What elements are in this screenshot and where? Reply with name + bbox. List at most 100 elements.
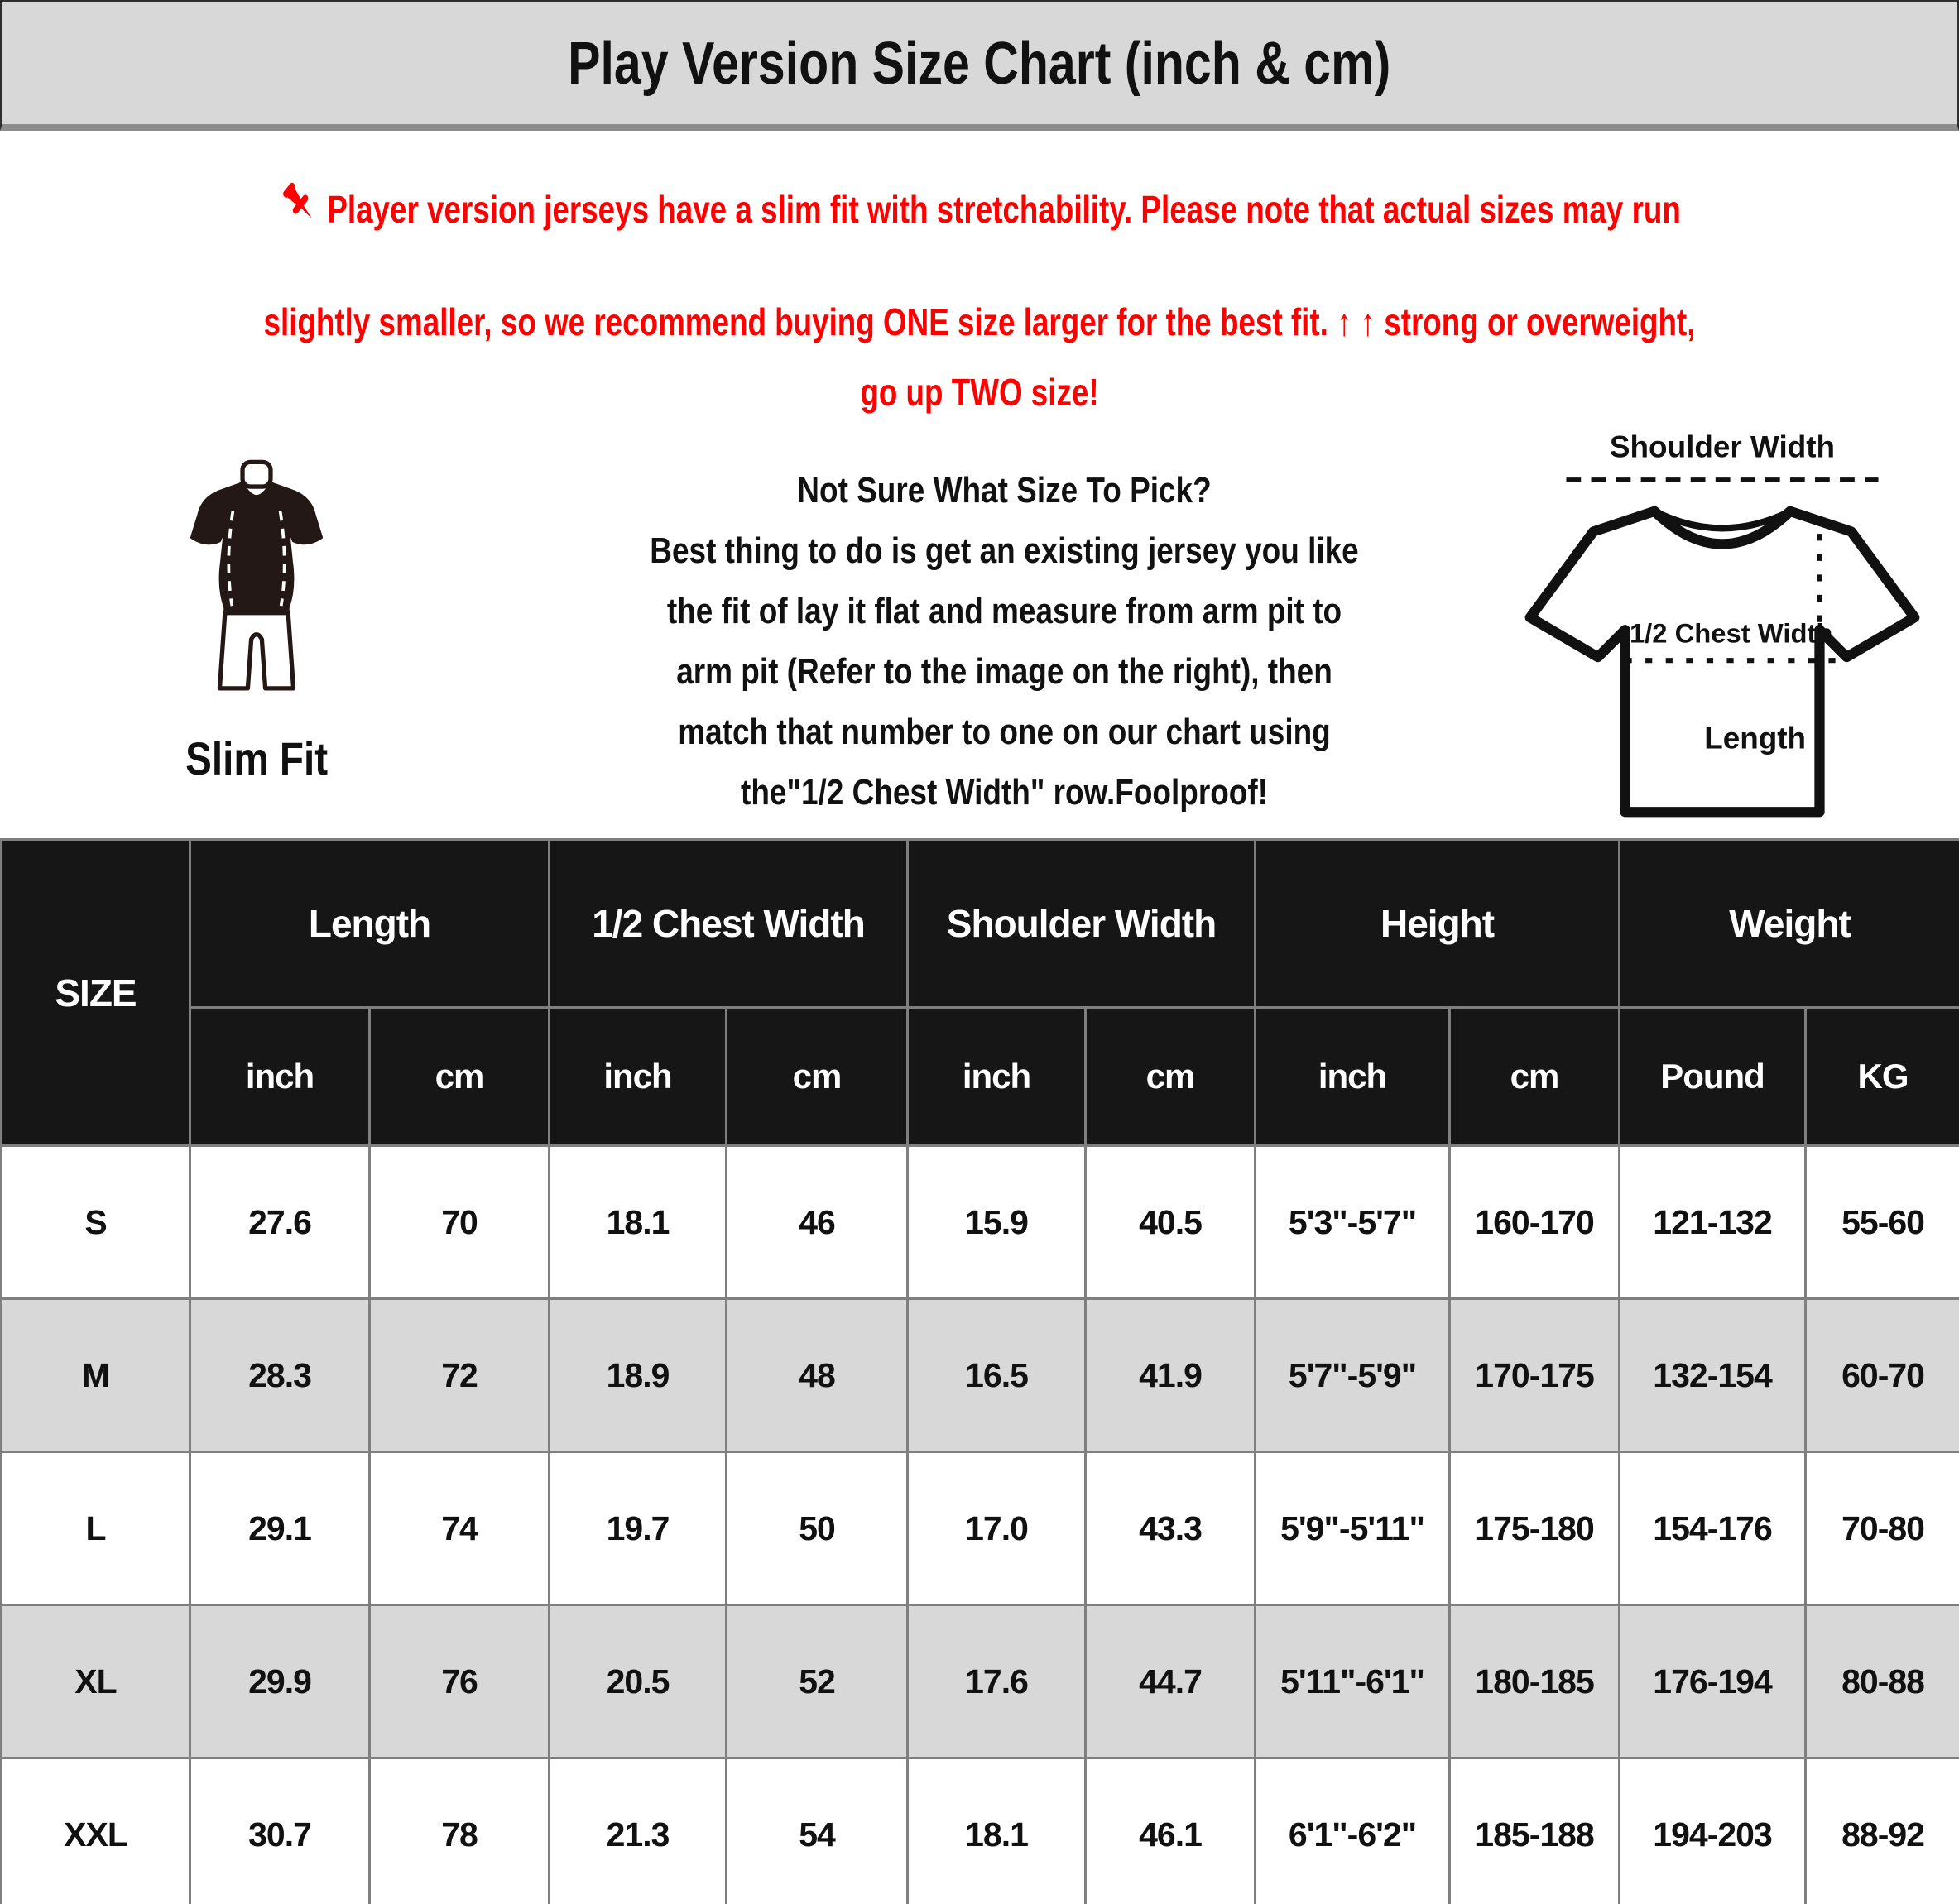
cell-value: 40.5 bbox=[1084, 1144, 1257, 1300]
cell-value: 170-175 bbox=[1448, 1297, 1621, 1453]
subheader-length-inch: inch bbox=[189, 1006, 371, 1147]
collar-line bbox=[1653, 508, 1792, 532]
advice-line: arm pit (Refer to the image on the right… bbox=[676, 651, 1332, 692]
cell-value: 5'7"-5'9" bbox=[1254, 1297, 1452, 1453]
diagram-chest-label: 1/2 Chest Width bbox=[1630, 617, 1832, 648]
column-header-weight: Weight bbox=[1618, 838, 1959, 1009]
cell-value: 19.7 bbox=[548, 1451, 728, 1606]
cell-value: 176-194 bbox=[1618, 1604, 1808, 1759]
size-label: XL bbox=[0, 1604, 191, 1759]
tshirt-measure-diagram: Shoulder Width 1/2 Chest Width Length bbox=[1524, 429, 1920, 818]
size-label: L bbox=[0, 1451, 191, 1606]
cell-value: 60-70 bbox=[1804, 1297, 1959, 1453]
fit-column: Slim Fit bbox=[0, 422, 513, 785]
cell-value: 30.7 bbox=[189, 1757, 371, 1904]
cell-value: 154-176 bbox=[1618, 1451, 1808, 1606]
cell-value: 21.3 bbox=[548, 1757, 728, 1904]
cell-value: 18.9 bbox=[548, 1297, 728, 1453]
cell-value: 121-132 bbox=[1618, 1144, 1808, 1300]
cell-value: 43.3 bbox=[1084, 1451, 1257, 1606]
page-title: Play Version Size Chart (inch & cm) bbox=[568, 30, 1391, 97]
notice-line-2: slightly smaller, so we recommend buying… bbox=[263, 300, 1696, 343]
column-header-size: SIZE bbox=[0, 838, 191, 1147]
tshirt-outline bbox=[1524, 506, 1920, 818]
cell-value: 52 bbox=[725, 1604, 910, 1759]
cell-value: 50 bbox=[725, 1451, 910, 1606]
cell-value: 180-185 bbox=[1448, 1604, 1621, 1759]
cell-value: 54 bbox=[725, 1757, 910, 1904]
notice-section: Player version jerseys have a slim fit w… bbox=[0, 131, 1959, 422]
size-label: S bbox=[0, 1144, 191, 1300]
table-row-xxl: XXL 30.7 78 21.3 54 18.1 46.1 6'1"-6'2" … bbox=[0, 1757, 1959, 1904]
cell-value: 132-154 bbox=[1618, 1297, 1808, 1453]
advice-column: Not Sure What Size To Pick? Best thing t… bbox=[513, 422, 1496, 823]
title-bar: Play Version Size Chart (inch & cm) bbox=[0, 0, 1959, 131]
cell-value: 175-180 bbox=[1448, 1451, 1621, 1606]
subheader-chest-inch: inch bbox=[548, 1006, 728, 1147]
table-row-xl: XL 29.9 76 20.5 52 17.6 44.7 5'11"-6'1" … bbox=[0, 1604, 1959, 1759]
subheader-height-cm: cm bbox=[1448, 1006, 1621, 1147]
slim-fit-label: Slim Fit bbox=[185, 732, 328, 784]
cell-value: 17.6 bbox=[906, 1604, 1088, 1759]
subheader-length-cm: cm bbox=[367, 1006, 551, 1147]
cell-value: 160-170 bbox=[1448, 1144, 1621, 1300]
cell-value: 44.7 bbox=[1084, 1604, 1257, 1759]
cell-value: 15.9 bbox=[906, 1144, 1088, 1300]
cell-value: 80-88 bbox=[1804, 1604, 1959, 1759]
cell-value: 74 bbox=[367, 1451, 551, 1606]
advice-line: the fit of lay it flat and measure from … bbox=[666, 591, 1342, 631]
column-header-shoulder-width: Shoulder Width bbox=[906, 838, 1257, 1009]
subheader-height-inch: inch bbox=[1254, 1006, 1452, 1147]
slim-fit-figure-icon bbox=[169, 457, 344, 720]
cell-value: 5'11"-6'1" bbox=[1254, 1604, 1452, 1759]
notice-line-3: go up TWO size! bbox=[860, 371, 1099, 414]
cell-value: 46.1 bbox=[1084, 1757, 1257, 1904]
pushpin-icon bbox=[278, 176, 324, 234]
advice-line: the"1/2 Chest Width" row.Foolproof! bbox=[741, 772, 1268, 813]
cell-value: 28.3 bbox=[189, 1297, 371, 1453]
column-header-chest-width: 1/2 Chest Width bbox=[548, 838, 910, 1009]
info-section: Slim Fit Not Sure What Size To Pick? Bes… bbox=[0, 422, 1959, 838]
cell-value: 20.5 bbox=[548, 1604, 728, 1759]
advice-line: match that number to one on our chart us… bbox=[678, 712, 1331, 752]
cell-value: 18.1 bbox=[548, 1144, 728, 1300]
cell-value: 5'3"-5'7" bbox=[1254, 1144, 1452, 1300]
table-row-l: L 29.1 74 19.7 50 17.0 43.3 5'9"-5'11" 1… bbox=[0, 1451, 1959, 1606]
cell-value: 46 bbox=[725, 1144, 910, 1300]
cell-value: 70-80 bbox=[1804, 1451, 1959, 1606]
header-sub-row: inch cm inch cm inch cm inch cm Pound KG bbox=[2, 1006, 1959, 1147]
cell-value: 185-188 bbox=[1448, 1757, 1621, 1904]
cell-value: 194-203 bbox=[1618, 1757, 1808, 1904]
size-label: M bbox=[0, 1297, 191, 1453]
notice-text-1: Player version jerseys have a slim fit w… bbox=[327, 188, 1681, 231]
diagram-column: Shoulder Width 1/2 Chest Width Length bbox=[1496, 422, 1959, 839]
diagram-shoulder-label: Shoulder Width bbox=[1610, 429, 1835, 463]
subheader-chest-cm: cm bbox=[725, 1006, 910, 1147]
subheader-shoulder-inch: inch bbox=[906, 1006, 1088, 1147]
size-chart-table: SIZE Length 1/2 Chest Width Shoulder Wid… bbox=[0, 838, 1959, 1904]
cell-value: 76 bbox=[367, 1604, 551, 1759]
cell-value: 72 bbox=[367, 1297, 551, 1453]
cell-value: 27.6 bbox=[189, 1144, 371, 1300]
cell-value: 48 bbox=[725, 1297, 910, 1453]
size-label: XXL bbox=[0, 1757, 191, 1904]
cell-value: 17.0 bbox=[906, 1451, 1088, 1606]
cell-value: 5'9"-5'11" bbox=[1254, 1451, 1452, 1606]
cell-value: 6'1"-6'2" bbox=[1254, 1757, 1452, 1904]
cell-value: 29.1 bbox=[189, 1451, 371, 1606]
cell-value: 78 bbox=[367, 1757, 551, 1904]
cell-value: 41.9 bbox=[1084, 1297, 1257, 1453]
table-row-s: S 27.6 70 18.1 46 15.9 40.5 5'3"-5'7" 16… bbox=[0, 1144, 1959, 1300]
table-row-m: M 28.3 72 18.9 48 16.5 41.9 5'7"-5'9" 17… bbox=[0, 1297, 1959, 1453]
cell-value: 88-92 bbox=[1804, 1757, 1959, 1904]
cell-value: 16.5 bbox=[906, 1297, 1088, 1453]
advice-line: Best thing to do is get an existing jers… bbox=[650, 530, 1359, 571]
cell-value: 70 bbox=[367, 1144, 551, 1300]
column-header-length: Length bbox=[188, 838, 551, 1009]
cell-value: 55-60 bbox=[1804, 1144, 1959, 1300]
advice-heading: Not Sure What Size To Pick? bbox=[797, 470, 1212, 511]
notice-line-1: Player version jerseys have a slim fit w… bbox=[196, 176, 1764, 234]
subheader-weight-pound: Pound bbox=[1618, 1006, 1808, 1147]
subheader-weight-kg: KG bbox=[1804, 1006, 1959, 1147]
